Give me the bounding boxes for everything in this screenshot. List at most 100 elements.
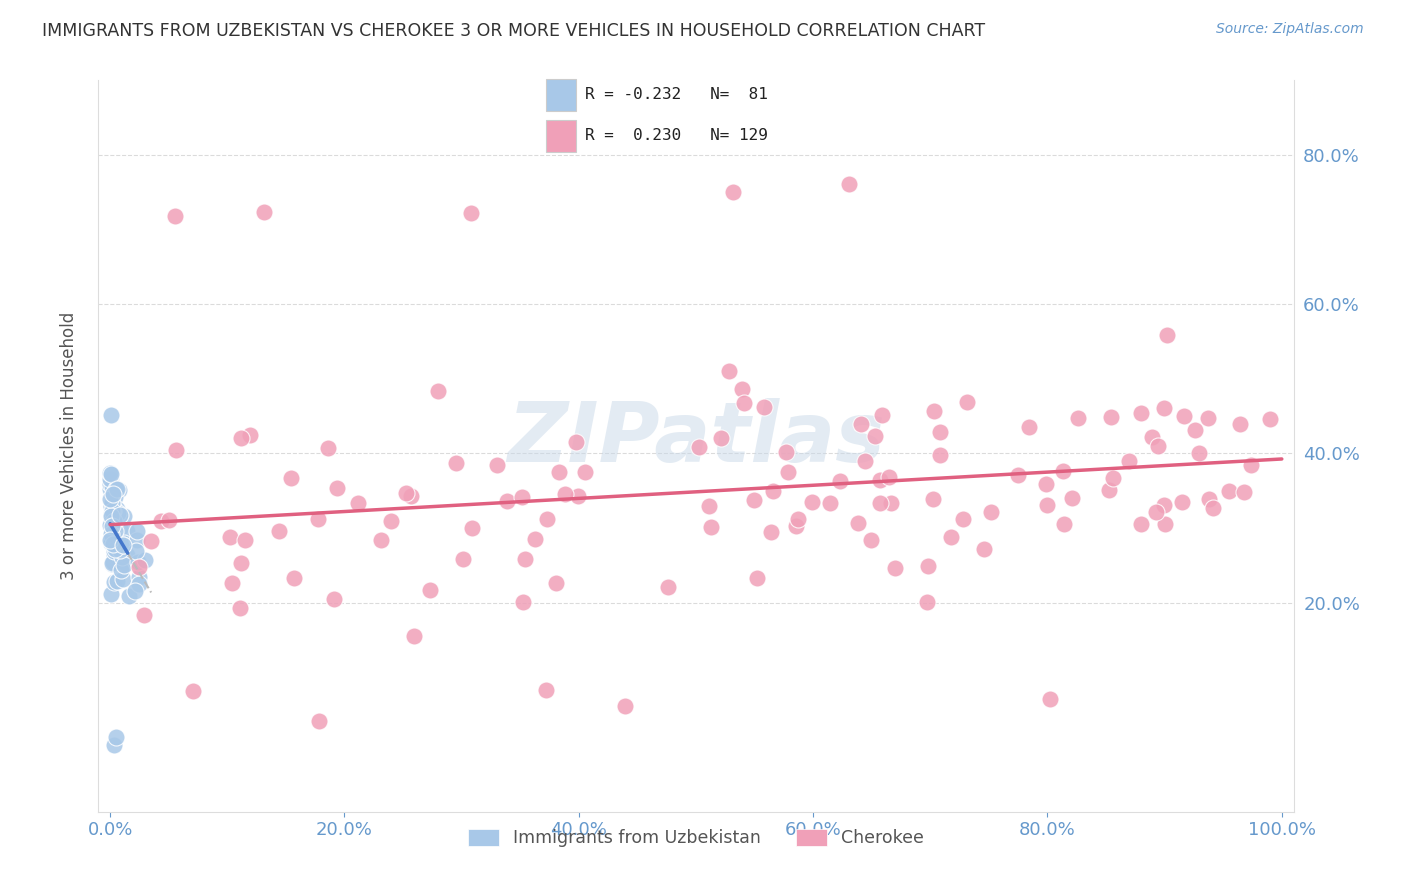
FancyBboxPatch shape: [546, 79, 576, 111]
Point: [1232, 484, 1254, 499]
Point: [1036, 498, 1059, 512]
Point: [762, 484, 785, 499]
Point: [101, 557, 124, 571]
Point: [370, 533, 392, 547]
Point: [1007, 467, 1029, 482]
Point: [103, 504, 125, 518]
Point: [100, 499, 122, 513]
Point: [564, 434, 586, 449]
Point: [402, 629, 425, 643]
Point: [316, 442, 339, 456]
Point: [870, 408, 893, 422]
Text: R = -0.232   N=  81: R = -0.232 N= 81: [585, 87, 768, 102]
Point: [233, 533, 256, 548]
Text: ZIPatlas: ZIPatlas: [508, 398, 884, 479]
Point: [952, 512, 974, 526]
Point: [108, 508, 131, 523]
Point: [801, 495, 824, 509]
Point: [849, 417, 872, 431]
Point: [101, 523, 124, 537]
Point: [1052, 464, 1074, 478]
Point: [496, 493, 519, 508]
Point: [1129, 405, 1152, 419]
Point: [717, 364, 740, 378]
Point: [104, 523, 127, 537]
Point: [163, 210, 186, 224]
Point: [103, 491, 125, 505]
Point: [103, 502, 125, 516]
Point: [100, 496, 122, 510]
Point: [128, 560, 150, 574]
Point: [110, 543, 132, 558]
Point: [98, 477, 121, 491]
Point: [688, 440, 710, 454]
Point: [1188, 446, 1211, 460]
Point: [118, 589, 141, 603]
Point: [283, 571, 305, 585]
Point: [103, 543, 125, 558]
Point: [103, 575, 125, 590]
Point: [101, 518, 124, 533]
Point: [786, 511, 808, 525]
Point: [419, 583, 441, 598]
Point: [1229, 417, 1251, 431]
Text: Source: ZipAtlas.com: Source: ZipAtlas.com: [1216, 22, 1364, 37]
Point: [141, 534, 163, 549]
Point: [112, 558, 135, 573]
Point: [107, 506, 129, 520]
Point: [523, 533, 546, 547]
Point: [346, 496, 368, 510]
Point: [108, 521, 131, 535]
Point: [239, 428, 262, 442]
Point: [775, 445, 797, 459]
Point: [745, 571, 768, 585]
Point: [941, 530, 963, 544]
Point: [928, 448, 950, 462]
Point: [181, 683, 204, 698]
Point: [401, 489, 423, 503]
Point: [105, 730, 128, 744]
Point: [307, 512, 329, 526]
Point: [1140, 430, 1163, 444]
Point: [863, 429, 886, 443]
Point: [1099, 410, 1122, 425]
Point: [515, 551, 537, 566]
Point: [128, 570, 150, 584]
Point: [134, 553, 156, 567]
Point: [111, 538, 134, 552]
Point: [219, 530, 242, 544]
Point: [1053, 516, 1076, 531]
Point: [917, 559, 939, 574]
Point: [105, 574, 128, 588]
Point: [112, 572, 135, 586]
Point: [567, 489, 589, 503]
Point: [103, 509, 125, 524]
Point: [929, 425, 952, 440]
Point: [103, 514, 125, 528]
Point: [1118, 453, 1140, 467]
Point: [112, 509, 135, 524]
Point: [103, 516, 125, 531]
Point: [100, 526, 122, 541]
Point: [699, 499, 721, 513]
Point: [253, 205, 276, 219]
Point: [1067, 410, 1090, 425]
Point: [229, 601, 252, 615]
Point: [744, 493, 766, 508]
Point: [915, 594, 938, 608]
Point: [451, 552, 474, 566]
Point: [104, 524, 127, 538]
Point: [1102, 471, 1125, 485]
Point: [107, 483, 129, 497]
Point: [1184, 423, 1206, 437]
Point: [1260, 412, 1282, 426]
Point: [544, 575, 567, 590]
Point: [1039, 692, 1062, 706]
Point: [1171, 494, 1194, 508]
Point: [280, 471, 302, 485]
Point: [100, 508, 122, 523]
Point: [1018, 419, 1040, 434]
Point: [614, 698, 637, 713]
Point: [111, 538, 134, 552]
Point: [326, 481, 349, 495]
